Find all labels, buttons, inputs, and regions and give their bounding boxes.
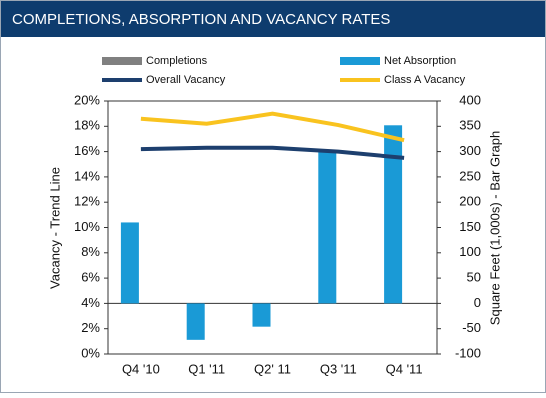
bar <box>120 222 139 304</box>
y-tick-label: 4% <box>81 295 100 310</box>
y2-tick-label: 400 <box>459 92 481 107</box>
legend-label: Class A Vacancy <box>384 74 466 86</box>
y-tick-label: 16% <box>74 143 100 158</box>
y2-tick-label: 0 <box>474 295 481 310</box>
y-axis-label: Vacancy - Trend Line <box>47 167 62 289</box>
bar <box>384 125 403 304</box>
chart-title: COMPLETIONS, ABSORPTION AND VACANCY RATE… <box>12 11 390 28</box>
y-tick-label: 12% <box>74 194 100 209</box>
y2-axis-label: Square Feet (1,000s) - Bar Graph <box>487 131 502 325</box>
y2-tick-label: 50 <box>467 270 481 285</box>
y-tick-label: 20% <box>74 92 100 107</box>
legend-label: Overall Vacancy <box>146 74 226 86</box>
y2-tick-label: -100 <box>455 345 481 360</box>
y-tick-label: 18% <box>74 118 100 133</box>
legend-swatch <box>102 57 142 65</box>
y2-tick-label: 300 <box>459 143 481 158</box>
y2-tick-label: 100 <box>459 244 481 259</box>
y-tick-label: 14% <box>74 168 100 183</box>
y2-tick-label: 350 <box>459 118 481 133</box>
legend-label: Net Absorption <box>384 55 456 67</box>
bar <box>186 303 205 340</box>
x-tick-label: Q4 '10 <box>122 361 160 376</box>
y-tick-label: 0% <box>81 345 100 360</box>
y2-tick-label: 250 <box>459 168 481 183</box>
y-tick-label: 2% <box>81 320 100 335</box>
line-series <box>140 111 405 143</box>
y2-tick-label: 150 <box>459 219 481 234</box>
header-bar <box>1 1 545 37</box>
y-tick-label: 10% <box>74 219 100 234</box>
legend-swatch <box>340 57 380 65</box>
y-tick-label: 6% <box>81 270 100 285</box>
line-series <box>140 145 405 160</box>
bar <box>252 303 271 327</box>
x-tick-label: Q2' 11 <box>254 361 291 376</box>
y2-tick-label: 200 <box>459 194 481 209</box>
y2-tick-label: -50 <box>462 320 481 335</box>
bar <box>318 150 337 304</box>
x-tick-label: Q3 '11 <box>320 361 357 376</box>
legend-label: Completions <box>146 55 208 67</box>
x-tick-label: Q4 '11 <box>386 361 423 376</box>
x-tick-label: Q1 '11 <box>188 361 225 376</box>
y-tick-label: 8% <box>81 244 100 259</box>
